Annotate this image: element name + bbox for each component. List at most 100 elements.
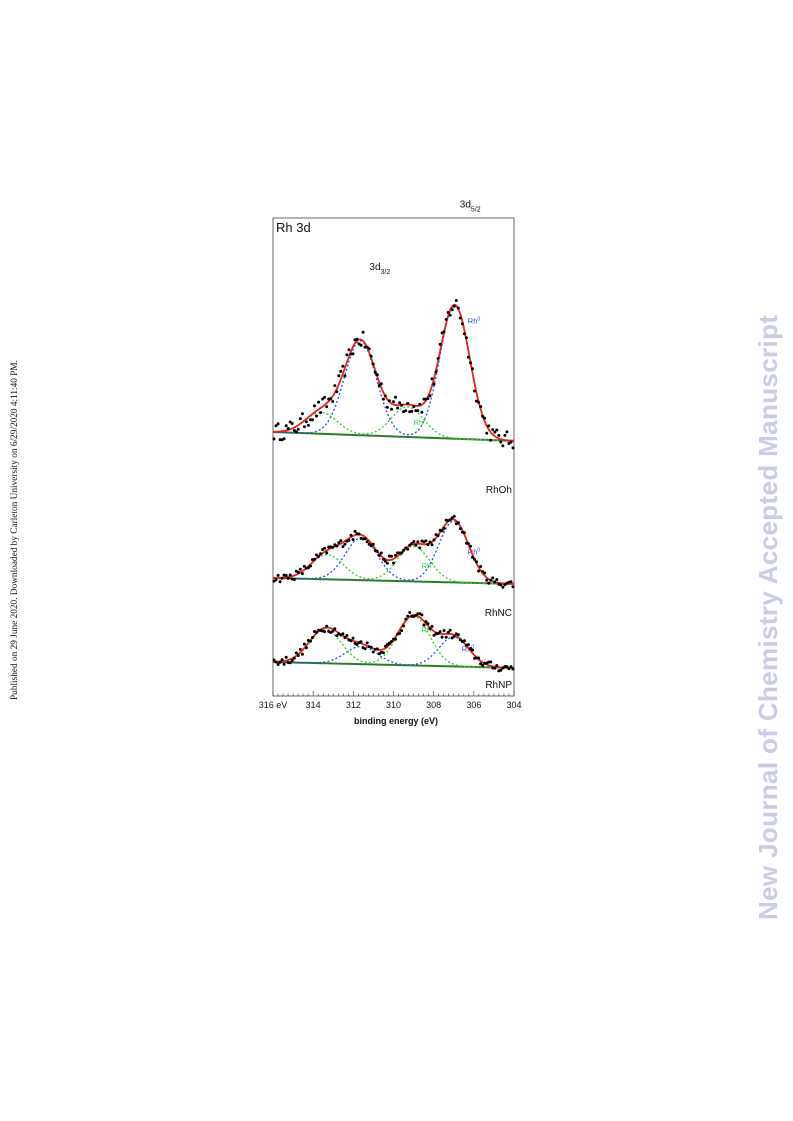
data-point <box>483 571 487 575</box>
data-point <box>466 643 470 647</box>
data-point <box>280 658 284 662</box>
data-point <box>471 555 474 559</box>
data-point <box>452 634 456 638</box>
data-point <box>335 390 339 394</box>
data-point <box>357 532 361 536</box>
data-point <box>394 395 397 399</box>
data-point <box>333 384 337 388</box>
data-point <box>333 627 337 631</box>
data-point <box>448 628 452 632</box>
data-point <box>412 540 416 543</box>
data-point <box>375 373 379 377</box>
data-point <box>418 402 422 406</box>
data-point <box>444 635 448 639</box>
data-point <box>367 347 371 351</box>
data-point <box>365 540 369 544</box>
data-point <box>296 654 300 657</box>
data-point <box>499 583 503 587</box>
data-point <box>306 423 310 427</box>
data-point <box>485 578 489 582</box>
data-point <box>385 561 389 565</box>
data-point <box>331 545 335 549</box>
data-point <box>315 630 318 634</box>
data-point <box>381 557 385 561</box>
data-point <box>481 414 485 418</box>
data-point <box>438 630 442 634</box>
data-point <box>300 652 304 656</box>
data-point <box>371 542 375 546</box>
data-point <box>387 641 391 645</box>
data-point <box>341 545 345 549</box>
data-point <box>315 414 318 418</box>
data-point <box>501 444 505 448</box>
data-point <box>359 640 363 644</box>
component-label: Rh0 <box>468 547 481 556</box>
data-point <box>379 551 383 555</box>
data-point <box>302 642 306 646</box>
component-label: Rh0 <box>468 316 481 325</box>
data-point <box>458 638 462 642</box>
data-point <box>406 402 410 405</box>
data-point <box>317 554 321 558</box>
x-tick-label: 306 <box>466 700 481 710</box>
data-point <box>355 643 359 646</box>
data-point <box>363 345 367 349</box>
data-points-rhnc <box>272 514 515 589</box>
data-point <box>274 578 278 582</box>
data-point <box>452 514 456 518</box>
data-point <box>509 665 513 669</box>
data-point <box>325 405 329 409</box>
data-point <box>274 660 278 664</box>
data-point <box>343 374 347 378</box>
data-point <box>446 630 450 634</box>
panel-name: RhNP <box>485 680 512 691</box>
data-point <box>436 534 440 537</box>
data-point <box>398 401 402 405</box>
data-point <box>276 422 280 426</box>
data-point <box>436 632 440 635</box>
data-point <box>473 389 476 393</box>
data-point <box>408 611 412 614</box>
data-point <box>418 546 422 550</box>
data-point <box>359 343 363 347</box>
data-point <box>434 370 438 374</box>
data-point <box>454 299 458 302</box>
data-point <box>464 336 468 340</box>
data-point <box>404 409 408 413</box>
data-point <box>477 569 481 573</box>
data-point <box>460 322 464 326</box>
component-rhplus-rhnp <box>273 615 514 669</box>
data-point <box>416 409 420 413</box>
data-point <box>313 557 316 561</box>
data-point <box>292 656 296 660</box>
data-point <box>390 554 393 558</box>
data-point <box>448 313 452 317</box>
data-point <box>396 406 400 410</box>
data-points-rhoh <box>272 299 515 450</box>
data-point <box>300 412 304 416</box>
envelope-rhoh <box>273 303 514 442</box>
data-point <box>339 539 343 543</box>
data-point <box>442 629 446 632</box>
data-point <box>495 578 499 581</box>
data-point <box>420 410 424 414</box>
data-point <box>302 564 306 568</box>
data-point <box>442 526 446 530</box>
data-point <box>298 417 302 421</box>
data-point <box>511 667 515 671</box>
data-point <box>489 438 493 442</box>
data-point <box>311 636 314 639</box>
data-point <box>422 623 426 627</box>
data-point <box>499 668 503 672</box>
data-point <box>487 581 491 585</box>
data-point <box>349 639 353 643</box>
data-point <box>469 544 472 548</box>
x-tick-label: 304 <box>506 700 521 710</box>
data-point <box>452 304 456 308</box>
data-point <box>511 585 515 589</box>
data-point <box>385 405 389 409</box>
data-point <box>442 330 446 334</box>
data-point <box>493 580 497 584</box>
data-point <box>274 424 278 428</box>
x-axis: 316 eV 314 312 310 308 306 304 <box>259 691 522 710</box>
